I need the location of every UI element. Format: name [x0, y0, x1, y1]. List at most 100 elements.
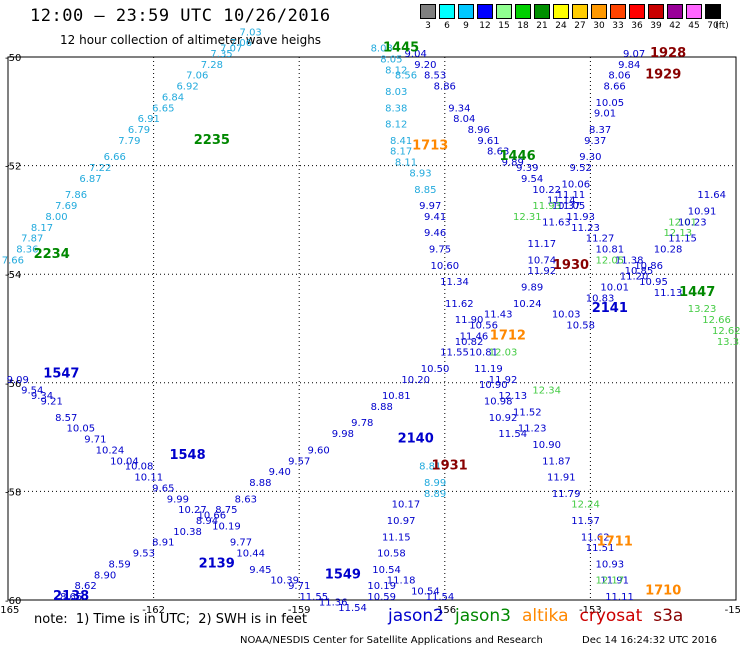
swh-value: 8.04 [453, 114, 475, 125]
swh-value: 6.92 [176, 82, 198, 93]
swh-value: 7.79 [118, 136, 140, 147]
swh-value: 9.54 [521, 174, 543, 185]
satellite-legend-item: jason3 [455, 606, 511, 626]
scale-swatch [515, 4, 531, 19]
swh-value: 9.98 [332, 429, 354, 440]
swh-value: 11.92 [528, 266, 557, 277]
scale-label: 45 [688, 21, 700, 31]
scale-label: 9 [463, 21, 469, 31]
swh-value: 11.54 [338, 603, 367, 614]
swh-value: 8.65 [60, 592, 82, 603]
swh-value: 9.04 [405, 49, 427, 60]
swh-value: 9.71 [84, 435, 106, 446]
timestamp: Dec 14 16:24:32 UTC 2016 [582, 635, 717, 646]
swh-value: 7.07 [220, 44, 242, 55]
swh-value: 9.78 [351, 418, 373, 429]
swh-value: 10.19 [367, 581, 396, 592]
swh-value: 8.85 [414, 185, 436, 196]
scale-label: 27 [574, 21, 586, 31]
x-tick-label: -153 [579, 605, 602, 616]
swh-value: 9.37 [584, 136, 606, 147]
swh-value: 11.17 [528, 239, 557, 250]
swh-value: 13.32 [717, 337, 740, 348]
swh-value: 11.23 [571, 223, 600, 234]
swh-value: 10.03 [552, 310, 581, 321]
swh-value: 10.27 [178, 505, 207, 516]
swh-value: 10.24 [96, 445, 125, 456]
swh-value: 10.38 [173, 527, 202, 538]
pass-time-label: 1446 [500, 149, 536, 164]
swh-value: 9.57 [288, 456, 310, 467]
swh-value: 10.66 [198, 511, 227, 522]
swh-value: 6.84 [162, 92, 184, 103]
pass-time-label: 2139 [199, 556, 235, 571]
chart-title: 12:00 — 23:59 UTC 10/26/2016 [30, 6, 331, 26]
swh-value: 10.19 [212, 521, 241, 532]
swh-value: 7.03 [240, 27, 262, 38]
scale-label: 12 [479, 21, 491, 31]
swh-value: 12.05 [595, 255, 624, 266]
pass-time-label: 2140 [398, 432, 434, 447]
swh-value: 8.75 [215, 505, 237, 516]
pass-time-label: 2141 [592, 301, 628, 316]
swh-value: 11.55 [299, 592, 328, 603]
swh-value: 10.90 [479, 380, 508, 391]
scale-swatch [591, 4, 607, 19]
scale-swatch [648, 4, 664, 19]
swh-value: 11.63 [542, 217, 571, 228]
swh-value: 9.89 [502, 158, 524, 169]
swh-value: 10.82 [455, 337, 484, 348]
swh-value: 7.86 [65, 190, 87, 201]
x-tick-label: -159 [288, 605, 311, 616]
x-tick-label: -162 [142, 605, 165, 616]
y-tick-label: -52 [5, 162, 21, 173]
swh-value: 9.77 [230, 538, 252, 549]
swh-value: 9.53 [133, 549, 155, 560]
swh-value: 10.85 [625, 266, 654, 277]
pass-time-label: 1928 [650, 46, 686, 61]
swh-value: 11.15 [382, 532, 411, 543]
swh-value: 10.01 [600, 282, 629, 293]
swh-value: 7.69 [55, 201, 77, 212]
swh-value: 9.01 [594, 109, 616, 120]
swh-value: 8.90 [94, 570, 116, 581]
swh-value: 11.14 [547, 196, 576, 207]
pass-time-label: 1711 [597, 535, 633, 550]
swh-value: 7.06 [230, 38, 252, 49]
swh-value: 8.12 [385, 65, 407, 76]
swh-value: 11.57 [571, 516, 600, 527]
swh-value: 6.87 [79, 174, 101, 185]
scale-label: 30 [593, 21, 605, 31]
scale-swatch [553, 4, 569, 19]
swh-value: 8.89 [424, 489, 446, 500]
swh-value: 8.12 [385, 120, 407, 131]
swh-value: 11.54 [498, 429, 527, 440]
swh-value: 10.28 [654, 244, 683, 255]
swh-value: 10.83 [586, 293, 615, 304]
swh-value: 6.79 [128, 125, 150, 136]
swh-value: 8.99 [424, 478, 446, 489]
pass-time-label: 1929 [645, 68, 681, 83]
swh-value: 8.03 [371, 44, 393, 55]
swh-value: 8.63 [235, 494, 257, 505]
swh-value: 11.38 [615, 255, 644, 266]
swh-value: 9.45 [249, 565, 271, 576]
y-tick-label: -58 [5, 487, 21, 498]
swh-value: 12.13 [663, 228, 692, 239]
swh-value: 8.57 [55, 413, 77, 424]
swh-value: 11.27 [586, 234, 615, 245]
swh-value: 9.84 [618, 60, 640, 71]
swh-value: 8.06 [608, 71, 630, 82]
swh-value: 9.07 [623, 49, 645, 60]
swh-value: 8.00 [45, 212, 67, 223]
pass-time-label: 2234 [34, 247, 70, 262]
scale-swatch [705, 4, 721, 19]
scale-label: 15 [498, 21, 510, 31]
swh-value: 8.62 [75, 581, 97, 592]
swh-value: 9.09 [7, 375, 29, 386]
scale-swatch [477, 4, 493, 19]
pass-time-label: 1445 [383, 41, 419, 56]
swh-value: 8.17 [31, 223, 53, 234]
scale-swatch [496, 4, 512, 19]
swh-value: 8.05 [380, 54, 402, 65]
